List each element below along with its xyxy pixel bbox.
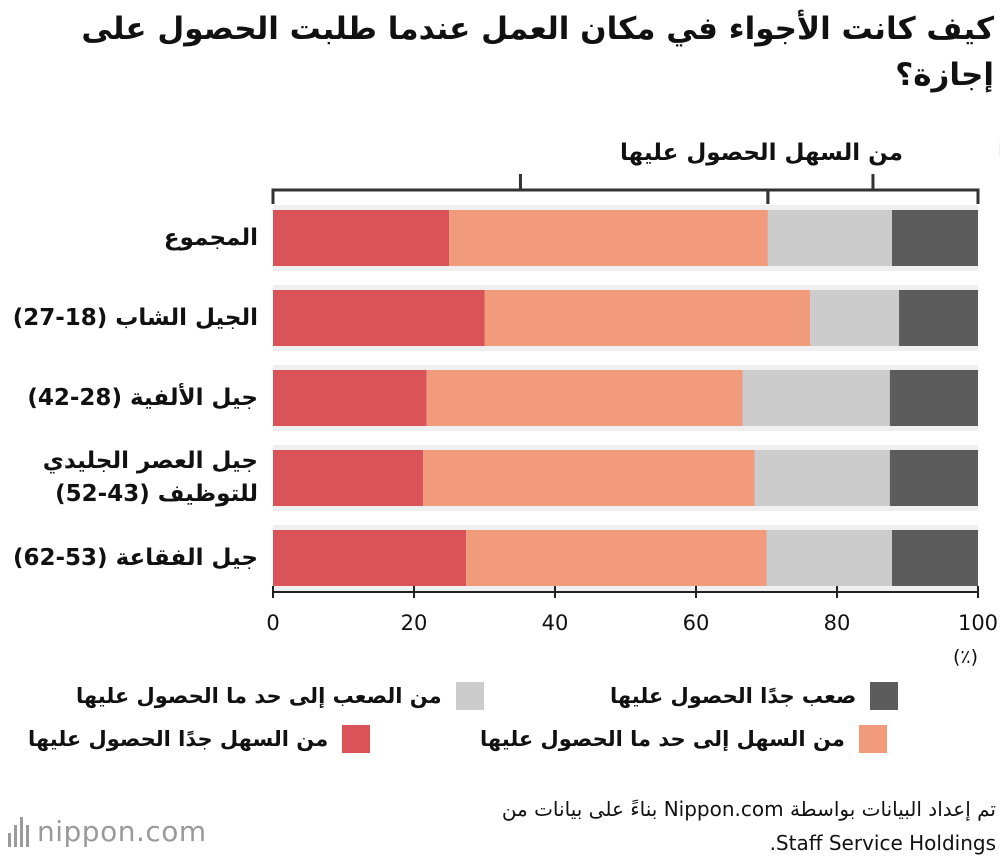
bar-0-series-2 (767, 210, 892, 266)
category-label-4: جيل الفقاعة (53-62) (0, 542, 258, 575)
legend-item-very-easy: من السهل جدًا الحصول عليها (28, 725, 371, 753)
legend-label-somewhat-difficult: من الصعب إلى حد ما الحصول عليها (76, 684, 442, 708)
category-label-0: المجموع (0, 222, 258, 255)
category-label-3: جيل العصر الجليدي للتوظيف (43-52) (0, 445, 258, 511)
category-label-4-line-0: جيل الفقاعة (53-62) (12, 544, 258, 571)
stacked-bar-chart: 0 20 40 60 80 100 (٪) من السهل الحصول عليها من ا… (266, 140, 1000, 668)
group-bracket-0 (271, 188, 770, 204)
category-label-2-line-0: جيل الألفية (28-42) (27, 384, 258, 411)
bar-0-series-3 (891, 210, 978, 266)
legend-label-very-easy: من السهل جدًا الحصول عليها (28, 727, 329, 751)
bar-0-series-0 (273, 210, 450, 266)
bar-1-series-0 (273, 290, 485, 346)
bar-3-series-1 (423, 450, 755, 506)
logo-text: nippon.com (37, 815, 207, 848)
source-note: تم إعداد البيانات بواسطة Nippon.com بناء… (316, 792, 996, 860)
legend-label-very-difficult: صعب جدًا الحصول عليها (610, 684, 857, 708)
logo-mark-icon (8, 816, 29, 847)
group-label-1: من الصعب الحصول عليها (998, 140, 1000, 166)
category-label-3-line-0: جيل العصر الجليدي (42, 448, 258, 474)
legend-item-somewhat-difficult: من الصعب إلى حد ما الحصول عليها (76, 682, 484, 710)
x-tick-label-2: 40 (542, 611, 569, 635)
bar-4-series-0 (273, 530, 467, 586)
bar-1-series-3 (899, 290, 978, 346)
category-label-2: جيل الألفية (28-42) (0, 382, 258, 415)
legend-item-somewhat-easy: من السهل إلى حد ما الحصول عليها (480, 725, 887, 753)
bar-4-series-1 (466, 530, 767, 586)
bar-2-series-3 (889, 370, 978, 426)
bar-3-series-2 (754, 450, 890, 506)
bar-1-series-1 (484, 290, 811, 346)
legend-swatch-somewhat-difficult (455, 682, 484, 710)
bar-3-series-3 (889, 450, 978, 506)
bar-1-series-2 (810, 290, 900, 346)
bar-4-series-2 (766, 530, 892, 586)
bar-4-series-3 (891, 530, 978, 586)
chart-title: كيف كانت الأجواء في مكان العمل عندما طلب… (81, 11, 994, 93)
group-bracket-1 (766, 188, 980, 204)
nippon-logo: nippon.com (8, 815, 207, 848)
category-label-0-line-0: المجموع (163, 224, 258, 251)
legend-swatch-somewhat-easy (858, 725, 887, 753)
x-tick-label-4: 80 (824, 611, 851, 635)
bar-0-series-1 (449, 210, 768, 266)
bar-2-series-0 (273, 370, 427, 426)
legend-item-very-difficult: صعب جدًا الحصول عليها (610, 682, 899, 710)
category-label-1-line-0: الجيل الشاب (18-27) (12, 304, 258, 331)
bar-2-series-1 (426, 370, 743, 426)
source-line-1: تم إعداد البيانات بواسطة Nippon.com بناء… (501, 797, 996, 821)
legend-swatch-very-difficult (870, 682, 899, 710)
source-line-2: Staff Service Holdings. (769, 831, 996, 855)
x-tick-label-5: 100 (958, 611, 998, 635)
x-tick-label-1: 20 (401, 611, 428, 635)
group-label-0: من السهل الحصول عليها (620, 140, 903, 166)
x-tick-label-3: 60 (683, 611, 710, 635)
category-label-1: الجيل الشاب (18-27) (0, 302, 258, 335)
x-tick-label-0: 0 (266, 611, 279, 635)
legend-label-somewhat-easy: من السهل إلى حد ما الحصول عليها (480, 727, 845, 751)
bar-2-series-2 (742, 370, 890, 426)
category-label-3-line-1: للتوظيف (43-52) (55, 481, 258, 507)
legend-swatch-very-easy (342, 725, 371, 753)
x-unit-label: (٪) (953, 646, 978, 668)
bar-3-series-0 (273, 450, 424, 506)
